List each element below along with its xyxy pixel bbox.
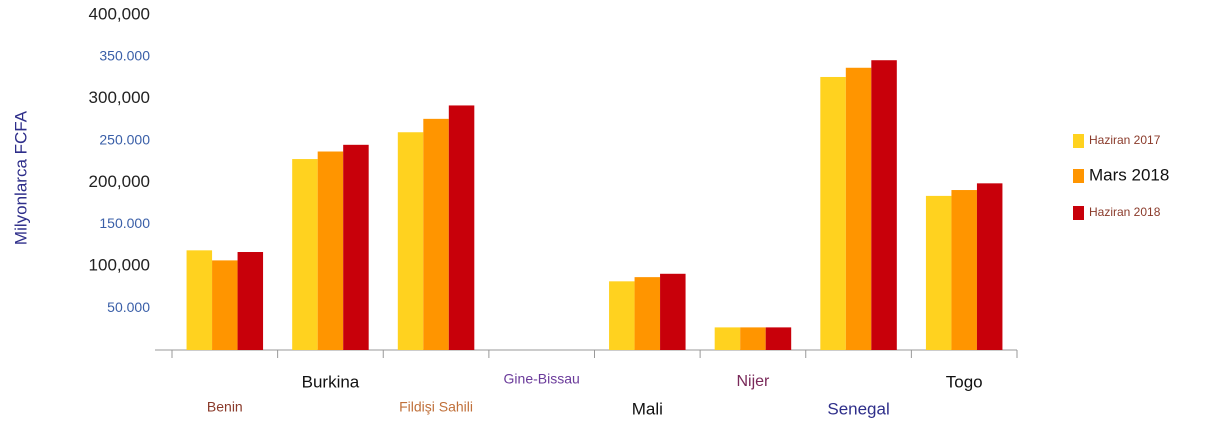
x-tick-label: Togo — [946, 372, 983, 391]
x-tick-label: Senegal — [827, 399, 889, 418]
bar — [925, 195, 952, 350]
y-tick-label: 250.000 — [99, 131, 150, 147]
bar — [212, 260, 238, 350]
bar — [343, 144, 369, 350]
x-tick-label: Burkina — [302, 372, 360, 391]
legend-swatch — [1073, 134, 1084, 148]
bar — [609, 281, 635, 350]
x-tick-label: Mali — [632, 399, 663, 418]
bar — [765, 327, 792, 350]
x-tick-label: Fildişi Sahili — [399, 399, 473, 415]
y-tick-label: 50.000 — [107, 299, 150, 315]
y-axis-label: Milyonlarca FCFA — [11, 110, 30, 245]
bar — [871, 60, 897, 350]
x-tick-label: Nijer — [736, 373, 770, 390]
bar — [186, 250, 213, 350]
y-tick-label: 350.000 — [99, 48, 150, 64]
bar — [317, 151, 344, 350]
bar — [820, 76, 846, 350]
bar — [660, 273, 686, 350]
bar — [292, 159, 318, 350]
x-tick-label: Benin — [207, 399, 243, 415]
bar — [845, 67, 872, 350]
bar — [714, 327, 741, 350]
y-tick-label: 150.000 — [99, 215, 150, 231]
y-tick-label: 100,000 — [89, 256, 150, 275]
legend-swatch — [1073, 206, 1084, 220]
legend-label: Mars 2018 — [1089, 165, 1169, 184]
legend-swatch — [1073, 169, 1084, 183]
bar — [740, 327, 766, 350]
x-tick-label: Gine-Bissau — [504, 371, 580, 387]
bar — [634, 277, 661, 350]
bar — [976, 183, 1003, 350]
legend-label: Haziran 2018 — [1089, 205, 1161, 219]
bar — [951, 190, 977, 350]
y-tick-label: 200,000 — [89, 172, 150, 191]
bar — [423, 118, 449, 350]
bar — [237, 252, 264, 350]
bar — [448, 105, 475, 350]
y-tick-label: 300,000 — [89, 88, 150, 107]
y-tick-label: 400,000 — [89, 4, 150, 23]
bar — [397, 132, 424, 350]
legend-label: Haziran 2017 — [1089, 133, 1161, 147]
